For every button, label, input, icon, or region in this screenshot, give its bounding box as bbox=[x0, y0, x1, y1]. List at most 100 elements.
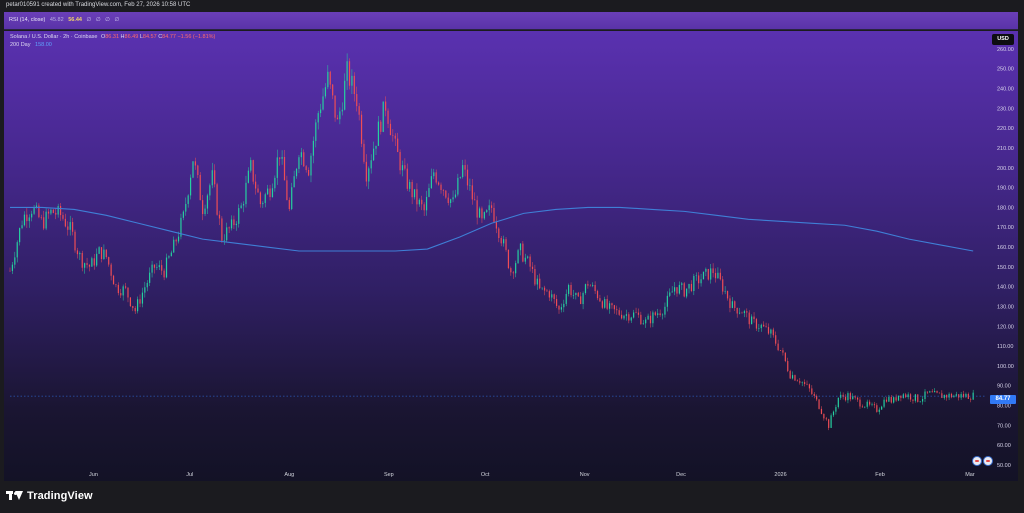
y-tick-label: 130.00 bbox=[997, 304, 1014, 310]
candle-body bbox=[799, 381, 801, 383]
candle-body bbox=[52, 209, 54, 213]
candle-body bbox=[250, 160, 252, 171]
candle-body bbox=[726, 290, 729, 299]
candle-body bbox=[450, 199, 452, 203]
currency-badge[interactable]: USD bbox=[992, 34, 1014, 45]
x-tick-label: Sep bbox=[384, 472, 394, 478]
us-flag-icon[interactable] bbox=[983, 456, 993, 466]
candle-body bbox=[478, 208, 481, 218]
candle-body bbox=[909, 394, 912, 400]
candle-body bbox=[69, 222, 71, 230]
candle-body bbox=[149, 272, 151, 283]
candle-body bbox=[454, 194, 457, 198]
candle-body bbox=[748, 312, 750, 325]
candle-body bbox=[377, 121, 380, 146]
candle-body bbox=[515, 263, 517, 274]
ma-label: 200 Day bbox=[10, 42, 31, 48]
candle-body bbox=[555, 299, 558, 306]
candle-body bbox=[344, 80, 346, 110]
candle-body bbox=[654, 312, 656, 315]
candle-body bbox=[842, 394, 844, 397]
candle-body bbox=[257, 188, 259, 193]
candle-body bbox=[753, 316, 755, 320]
candle-body bbox=[625, 314, 628, 316]
candle-body bbox=[425, 196, 428, 211]
candle-body bbox=[59, 206, 62, 216]
candle-body bbox=[385, 101, 387, 111]
candle-body bbox=[835, 407, 837, 412]
candle-body bbox=[413, 189, 416, 198]
candle-body bbox=[543, 287, 546, 291]
price-pane[interactable]: 50.00 60.00 70.00 80.00 90.00 100.00 110.00 120… bbox=[4, 31, 1018, 481]
candle-body bbox=[187, 195, 189, 204]
rsi-pane[interactable]: RSI (14, close) 45.82 56.44 ∅ ∅ ∅ ∅ bbox=[4, 12, 1018, 30]
candle-body bbox=[883, 399, 885, 407]
candle-body bbox=[28, 217, 30, 222]
candle-body bbox=[452, 197, 454, 200]
candle-body bbox=[693, 275, 695, 292]
candle-body bbox=[96, 253, 98, 266]
candle-body bbox=[127, 287, 129, 298]
candle-body bbox=[642, 323, 644, 325]
rsi-indicator-icons[interactable]: ∅ ∅ ∅ ∅ bbox=[86, 17, 121, 23]
candle-body bbox=[404, 165, 406, 169]
candle-body bbox=[669, 292, 671, 296]
x-tick-label: Dec bbox=[676, 472, 686, 478]
candle-body bbox=[736, 307, 738, 314]
candle-body bbox=[832, 411, 835, 416]
candle-body bbox=[563, 303, 565, 308]
candle-body bbox=[11, 264, 14, 271]
candle-body bbox=[303, 152, 305, 167]
candle-body bbox=[618, 310, 620, 315]
candle-body bbox=[811, 388, 813, 394]
event-markers[interactable] bbox=[972, 456, 993, 466]
candle-body bbox=[705, 268, 707, 272]
candle-body bbox=[81, 252, 83, 268]
candle-body bbox=[247, 170, 249, 183]
candle-body bbox=[382, 101, 384, 132]
candle-body bbox=[767, 327, 770, 334]
price-chart-svg: 50.00 60.00 70.00 80.00 90.00 100.00 110.00 120… bbox=[9, 47, 1014, 469]
footer[interactable]: TradingView bbox=[6, 490, 93, 502]
candle-body bbox=[529, 256, 531, 267]
candle-body bbox=[252, 160, 254, 182]
y-tick-label: 110.00 bbox=[997, 344, 1013, 350]
candle-body bbox=[948, 393, 950, 398]
candle-body bbox=[690, 283, 693, 292]
candle-body bbox=[630, 317, 632, 321]
candle-body bbox=[661, 314, 664, 316]
candle-body bbox=[235, 223, 237, 226]
candle-body bbox=[430, 176, 432, 189]
candle-body bbox=[719, 272, 721, 280]
candle-body bbox=[380, 121, 382, 132]
y-tick-label: 140.00 bbox=[997, 285, 1014, 291]
candle-body bbox=[738, 312, 741, 314]
us-flag-icon[interactable] bbox=[972, 456, 982, 466]
candle-body bbox=[568, 284, 570, 294]
x-tick-label: Feb bbox=[875, 472, 884, 478]
candle-body bbox=[440, 184, 442, 190]
candle-body bbox=[681, 283, 683, 285]
candle-body bbox=[141, 292, 144, 304]
y-tick-label: 170.00 bbox=[997, 225, 1014, 231]
candle-body bbox=[712, 268, 714, 274]
candle-body bbox=[108, 257, 110, 265]
candle-body bbox=[907, 394, 909, 398]
candle-body bbox=[678, 284, 680, 294]
low-label: L bbox=[139, 34, 143, 40]
candle-body bbox=[779, 350, 782, 351]
candle-body bbox=[401, 165, 404, 171]
candle-body bbox=[885, 399, 888, 402]
candle-body bbox=[40, 217, 42, 218]
y-tick-label: 210.00 bbox=[997, 146, 1014, 152]
candle-body bbox=[878, 409, 880, 412]
y-tick-label: 120.00 bbox=[997, 324, 1014, 330]
x-tick-label: Mar bbox=[965, 472, 975, 478]
candle-body bbox=[560, 307, 563, 310]
candle-body bbox=[175, 239, 177, 242]
candle-body bbox=[804, 382, 806, 384]
candle-body bbox=[310, 155, 312, 176]
candle-body bbox=[233, 219, 235, 226]
candle-body bbox=[459, 177, 461, 178]
candle-body bbox=[471, 185, 473, 200]
